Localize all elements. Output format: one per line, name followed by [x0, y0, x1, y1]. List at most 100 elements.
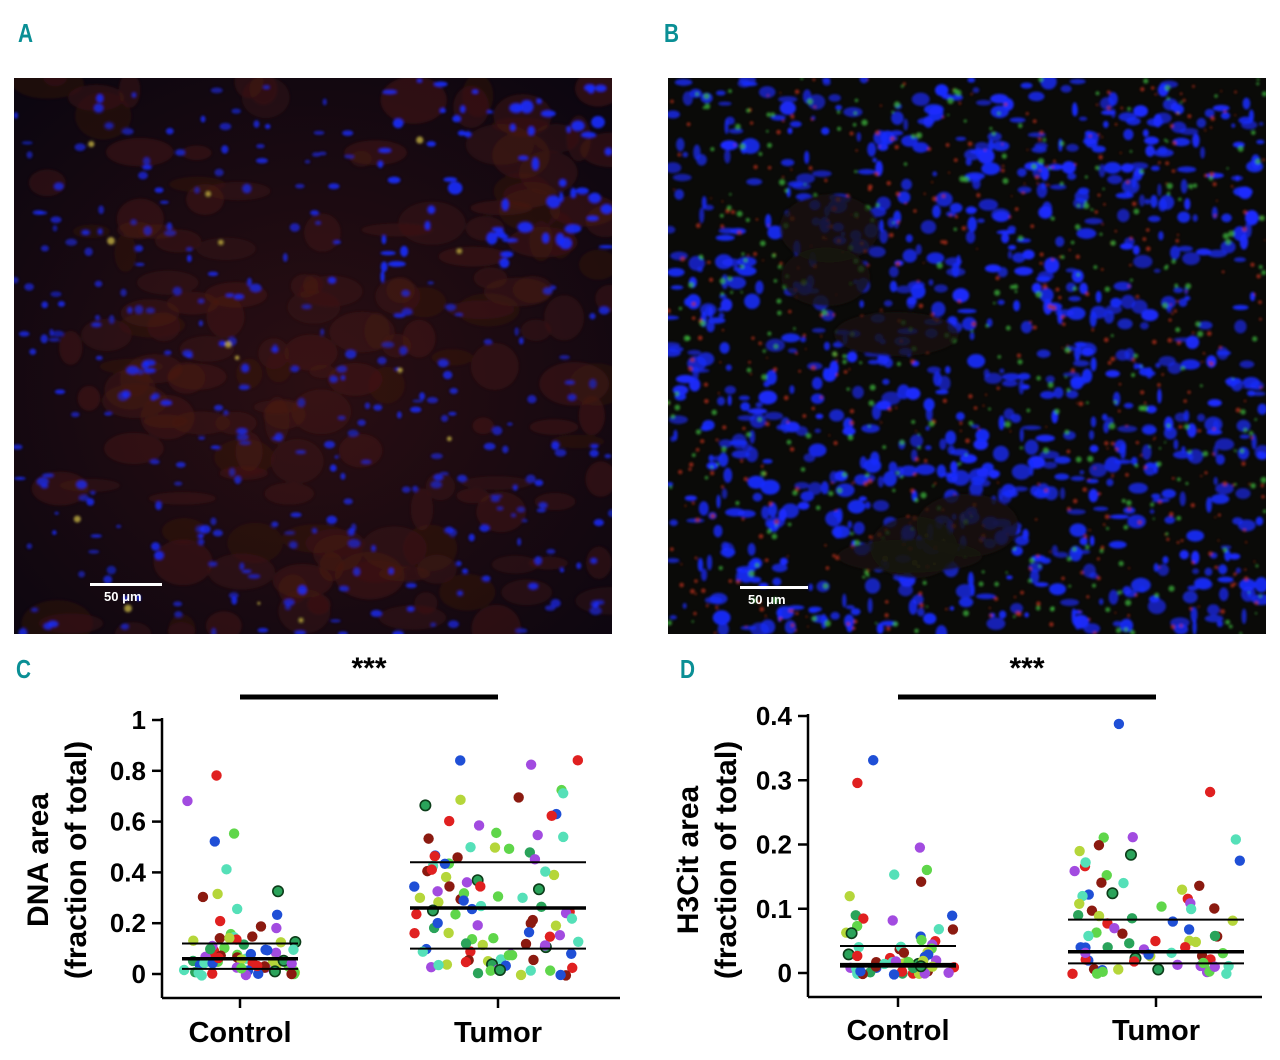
nucleus	[14, 112, 18, 119]
membrane-spot	[733, 143, 736, 146]
membrane-spot	[1111, 474, 1114, 478]
membrane-spot	[697, 335, 703, 341]
nucleus	[752, 492, 763, 502]
membrane-spot	[1093, 467, 1096, 469]
nucleus	[778, 96, 798, 103]
h3cit-spot	[896, 361, 902, 367]
nucleus	[301, 304, 312, 309]
membrane-spot	[923, 459, 928, 463]
h3cit-spot	[1133, 353, 1139, 359]
membrane-spot	[1197, 429, 1202, 433]
h3cit-spot	[900, 475, 904, 479]
nucleus	[1147, 215, 1161, 223]
membrane-spot	[1152, 438, 1155, 441]
panel-letter-a: A	[18, 18, 34, 48]
nucleus	[54, 511, 59, 515]
nucleus	[808, 443, 827, 457]
nucleus	[720, 140, 739, 151]
membrane-spot	[930, 312, 934, 316]
nucleus	[554, 449, 567, 457]
nucleus	[120, 623, 129, 630]
data-point	[472, 967, 484, 979]
nucleus	[312, 528, 317, 534]
nucleus	[377, 160, 384, 168]
nucleus	[999, 368, 1005, 374]
data-point	[426, 864, 438, 875]
nucleus	[1178, 245, 1193, 252]
nucleus	[95, 314, 101, 321]
nucleus	[1133, 254, 1153, 269]
nucleus	[200, 115, 206, 123]
membrane-spot	[867, 184, 873, 190]
membrane-spot	[1140, 390, 1145, 395]
nucleus	[800, 491, 815, 502]
nucleus	[784, 620, 797, 634]
membrane-spot	[1125, 424, 1128, 427]
tissue-patch	[493, 94, 552, 137]
nucleus	[1251, 391, 1266, 397]
nucleus	[718, 101, 732, 106]
nucleus	[1089, 311, 1097, 328]
nucleus	[1187, 449, 1204, 464]
h3cit-spot	[1256, 78, 1260, 81]
h3cit-spot	[766, 529, 772, 534]
nucleus	[229, 468, 235, 477]
nucleus	[1024, 439, 1039, 455]
nucleus	[842, 427, 856, 436]
nucleus	[249, 283, 262, 293]
nucleus	[1192, 133, 1200, 148]
nucleus	[908, 598, 918, 615]
membrane-spot	[1183, 399, 1187, 403]
nucleus	[437, 359, 449, 368]
nucleus	[1103, 421, 1110, 434]
nucleus	[486, 110, 493, 114]
nucleus	[70, 411, 80, 418]
nucleus	[718, 312, 725, 319]
membrane-spot	[1264, 239, 1266, 241]
nucleus	[871, 404, 882, 420]
h3cit-spot	[1234, 482, 1237, 486]
data-point	[439, 858, 451, 869]
nucleus	[388, 568, 394, 575]
membrane-spot	[1176, 340, 1182, 346]
nucleus	[151, 542, 160, 551]
nucleus	[1010, 603, 1024, 614]
nucleus	[447, 620, 460, 628]
nucleus	[1164, 516, 1176, 524]
nucleus	[1124, 237, 1135, 246]
h3cit-spot	[926, 605, 929, 608]
data-point	[566, 948, 577, 959]
nucleus	[1032, 166, 1044, 179]
nucleus	[326, 515, 338, 525]
nucleus	[1018, 372, 1031, 380]
h3cit-spot	[1037, 158, 1045, 165]
nucleus	[445, 303, 456, 311]
panel-letter-b: B	[664, 18, 680, 48]
data-point	[219, 942, 230, 954]
h3cit-spot	[1029, 557, 1035, 564]
nucleus	[1124, 348, 1135, 361]
h3cit-spot	[1113, 400, 1118, 404]
h3cit-spot	[1059, 181, 1064, 186]
nucleus	[847, 520, 852, 529]
membrane-spot	[970, 93, 973, 96]
membrane-spot	[1094, 210, 1098, 214]
membrane-spot	[886, 626, 891, 632]
data-point	[1072, 910, 1084, 921]
tissue-patch	[270, 439, 324, 484]
data-point	[573, 936, 584, 948]
h3cit-spot	[865, 472, 870, 477]
h3cit-spot	[719, 213, 724, 218]
h3cit-spot	[205, 191, 211, 197]
nucleus	[724, 149, 731, 164]
membrane-spot	[715, 438, 719, 442]
nucleus	[768, 502, 778, 518]
y-tick-label: 0.2	[110, 908, 146, 938]
nucleus	[528, 126, 535, 136]
h3cit-spot	[678, 306, 683, 311]
nucleus	[915, 244, 922, 255]
nucleus	[1215, 482, 1234, 495]
nucleus	[1204, 567, 1213, 576]
nucleus	[160, 400, 172, 406]
nucleus	[54, 389, 66, 395]
